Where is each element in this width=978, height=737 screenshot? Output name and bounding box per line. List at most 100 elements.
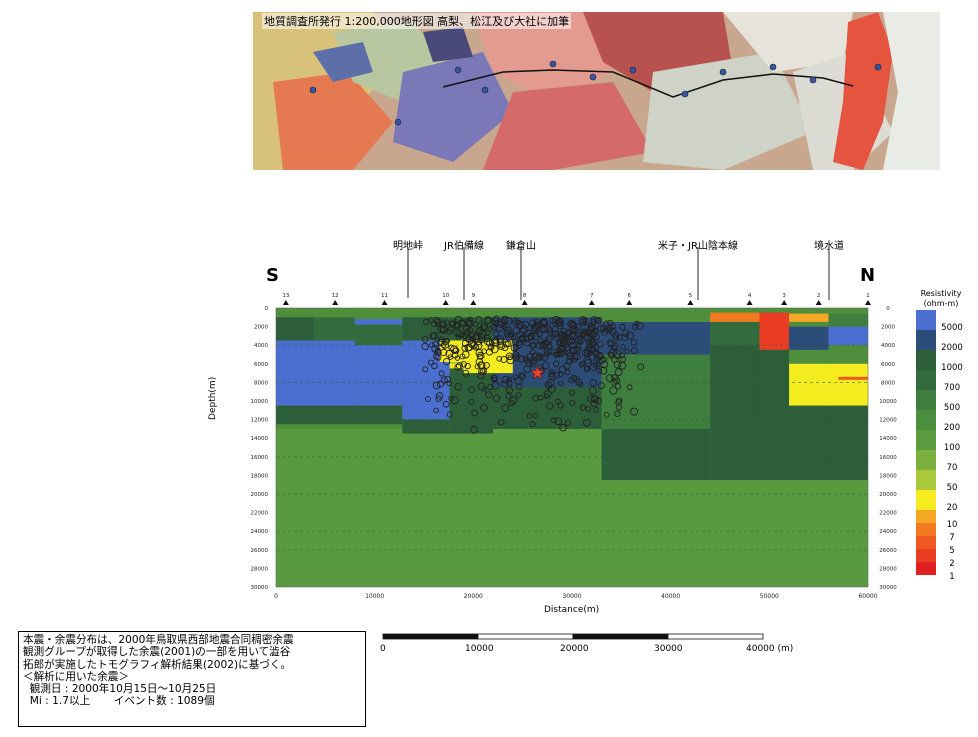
aftershock-point bbox=[515, 338, 523, 346]
aftershock-point bbox=[515, 383, 523, 390]
aftershock-point bbox=[506, 386, 514, 394]
aftershock-point bbox=[501, 375, 510, 384]
y-tick-label-right: 0 bbox=[886, 306, 890, 312]
y-tick-label-right: 30000 bbox=[879, 585, 897, 591]
cell bbox=[789, 405, 829, 481]
aftershock-point bbox=[605, 374, 614, 382]
aftershock-point bbox=[588, 386, 597, 395]
scale-label: 10000 bbox=[465, 644, 494, 654]
plot-border bbox=[275, 307, 869, 588]
x-axis-title: Distance(m) bbox=[544, 605, 600, 615]
aftershock-point bbox=[435, 354, 442, 361]
aftershock-point bbox=[435, 392, 444, 400]
aftershock-point bbox=[431, 345, 439, 353]
aftershock-point bbox=[512, 317, 520, 325]
y-tick-label-left: 12000 bbox=[251, 418, 269, 424]
aftershock-point bbox=[515, 319, 522, 326]
scale-bar-segment bbox=[572, 633, 669, 640]
aftershock-point bbox=[565, 358, 572, 365]
aftershock-point bbox=[518, 372, 525, 379]
aftershock-point bbox=[593, 406, 600, 413]
aftershock-point bbox=[501, 380, 509, 388]
y-tick-label-right: 18000 bbox=[879, 473, 897, 479]
aftershock-point bbox=[507, 354, 513, 360]
aftershock-point bbox=[582, 349, 590, 357]
aftershock-point bbox=[556, 318, 565, 327]
aftershock-point bbox=[497, 418, 505, 426]
station-id: 2 bbox=[817, 293, 821, 299]
aftershock-point bbox=[536, 320, 544, 328]
aftershock-point bbox=[541, 361, 550, 370]
aftershock-point bbox=[515, 392, 522, 398]
aftershock-point bbox=[634, 320, 640, 327]
aftershock-point bbox=[422, 366, 429, 373]
aftershock-point bbox=[532, 324, 541, 333]
aftershock-point bbox=[551, 417, 557, 423]
aftershock-point bbox=[433, 316, 441, 324]
aftershock-point bbox=[539, 319, 547, 327]
aftershock-point bbox=[555, 398, 561, 405]
aftershock-point bbox=[468, 386, 476, 394]
aftershock-point bbox=[522, 355, 528, 362]
aftershock-point bbox=[587, 323, 596, 332]
aftershock-point bbox=[622, 329, 630, 337]
legend-label: 500 bbox=[943, 403, 961, 413]
legend-label: 70 bbox=[946, 463, 958, 473]
aftershock-point bbox=[570, 353, 579, 361]
aftershock-point bbox=[492, 330, 499, 338]
cell bbox=[828, 363, 868, 406]
cell bbox=[313, 405, 355, 425]
cell bbox=[710, 321, 760, 346]
legend-label: 10 bbox=[946, 519, 958, 530]
cell bbox=[276, 405, 314, 425]
cell bbox=[838, 376, 868, 380]
aftershock-point bbox=[440, 348, 448, 356]
aftershock-point bbox=[600, 328, 609, 336]
aftershock-point bbox=[603, 411, 610, 418]
aftershock-point bbox=[583, 366, 590, 372]
direction-south: S bbox=[266, 265, 279, 286]
aftershock-point bbox=[559, 423, 567, 432]
aftershock-point bbox=[548, 317, 556, 324]
station-id: 9 bbox=[472, 293, 476, 299]
aftershock-point bbox=[523, 356, 531, 364]
aftershock-point bbox=[496, 337, 504, 346]
aftershock-point bbox=[567, 352, 575, 360]
x-tick-label: 20000 bbox=[464, 593, 483, 600]
aftershock-point bbox=[590, 400, 598, 408]
aftershock-point bbox=[496, 355, 503, 362]
legend-color-box bbox=[916, 310, 936, 330]
aftershock-point bbox=[545, 402, 554, 410]
aftershock-point bbox=[462, 369, 470, 377]
aftershock-point bbox=[554, 417, 563, 426]
legend-color-box bbox=[916, 330, 936, 350]
legend-color-box bbox=[916, 370, 936, 390]
cell bbox=[710, 312, 760, 322]
legend-color-box bbox=[916, 510, 936, 523]
station-marker bbox=[521, 300, 528, 305]
station-id: 1 bbox=[866, 293, 870, 299]
aftershock-point bbox=[438, 370, 445, 377]
aftershock-point bbox=[486, 339, 494, 347]
aftershock-point bbox=[575, 378, 583, 386]
aftershock-point bbox=[440, 341, 447, 348]
aftershock-point bbox=[451, 351, 459, 359]
y-tick-label-right: 12000 bbox=[879, 418, 897, 424]
cell bbox=[276, 317, 314, 341]
aftershock-point bbox=[583, 356, 592, 365]
legend-label: 100 bbox=[943, 443, 961, 453]
aftershock-point bbox=[608, 348, 617, 357]
scale-bar-segment bbox=[477, 633, 574, 640]
aftershock-point bbox=[558, 331, 566, 340]
aftershock-point bbox=[557, 370, 564, 378]
aftershock-point bbox=[603, 320, 610, 328]
aftershock-point bbox=[427, 359, 434, 366]
aftershock-point bbox=[555, 317, 563, 325]
aftershock-point bbox=[548, 372, 557, 381]
aftershock-point bbox=[548, 371, 555, 378]
aftershock-point bbox=[560, 336, 568, 344]
aftershock-point bbox=[523, 365, 531, 374]
cell bbox=[402, 419, 450, 434]
aftershock-point bbox=[444, 375, 452, 383]
aftershock-point bbox=[487, 343, 495, 351]
